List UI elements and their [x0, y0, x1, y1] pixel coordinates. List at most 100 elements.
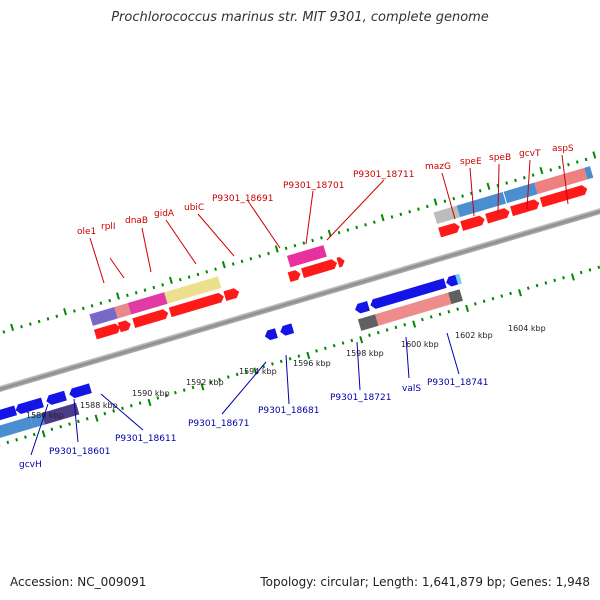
- gene-label[interactable]: P9301_18701: [283, 181, 344, 191]
- minor-tick: [342, 341, 345, 344]
- major-tick: [359, 336, 363, 343]
- minor-tick: [461, 194, 464, 197]
- cds-arrow[interactable]: [438, 222, 461, 238]
- gene-label[interactable]: aspS: [552, 144, 574, 154]
- major-tick: [465, 305, 469, 312]
- gene-label[interactable]: P9301_18721: [330, 393, 391, 403]
- feature-box[interactable]: [0, 416, 33, 440]
- minor-tick: [527, 286, 530, 289]
- major-tick: [63, 308, 67, 315]
- minor-tick: [333, 344, 336, 347]
- minor-tick: [514, 179, 517, 182]
- kbp-label: 1604 kbp: [508, 324, 546, 333]
- gene-label[interactable]: gcvH: [19, 460, 42, 470]
- minor-tick: [227, 375, 230, 378]
- cds-arrow[interactable]: [354, 301, 370, 315]
- top-ruler: [0, 149, 600, 347]
- gene-label[interactable]: valS: [402, 384, 421, 394]
- minor-tick: [505, 181, 508, 184]
- minor-tick: [545, 281, 548, 284]
- minor-tick: [86, 417, 89, 420]
- cds-arrow[interactable]: [460, 214, 486, 230]
- gene-label[interactable]: rplI: [101, 222, 116, 232]
- minor-tick: [444, 200, 447, 203]
- gene-label[interactable]: ole1: [77, 227, 96, 237]
- gene-label[interactable]: P9301_18671: [188, 419, 249, 429]
- minor-tick: [126, 294, 129, 297]
- minor-tick: [500, 294, 503, 297]
- minor-tick: [121, 407, 124, 410]
- minor-tick: [364, 223, 367, 226]
- cds-arrow[interactable]: [288, 269, 302, 282]
- minor-tick: [179, 278, 182, 281]
- gene-label[interactable]: P9301_18691: [212, 194, 273, 204]
- gene-label[interactable]: ubiC: [184, 203, 204, 213]
- kbp-label: 1596 kbp: [293, 359, 331, 368]
- minor-tick: [302, 241, 305, 244]
- minor-tick: [417, 207, 420, 210]
- cds-arrow[interactable]: [223, 287, 240, 301]
- minor-tick: [452, 197, 455, 200]
- gene-label[interactable]: P9301_18681: [258, 406, 319, 416]
- feature-box[interactable]: [89, 307, 117, 326]
- gene-label[interactable]: P9301_18741: [427, 378, 488, 388]
- cds-arrow[interactable]: [337, 256, 347, 268]
- minor-tick: [285, 247, 288, 250]
- minor-tick: [38, 320, 41, 323]
- minor-tick: [100, 301, 103, 304]
- cds-arrow[interactable]: [279, 323, 294, 336]
- minor-tick: [258, 254, 261, 257]
- major-tick: [222, 261, 226, 268]
- major-tick: [42, 430, 46, 437]
- minor-tick: [20, 325, 23, 328]
- gene-label[interactable]: P9301_18601: [49, 447, 110, 457]
- minor-tick: [386, 328, 389, 331]
- gene-label[interactable]: gcvT: [519, 149, 541, 159]
- gene-label[interactable]: mazG: [425, 162, 451, 172]
- minor-tick: [15, 438, 18, 441]
- feature-box[interactable]: [358, 314, 379, 331]
- minor-tick: [377, 331, 380, 334]
- gene-label[interactable]: speE: [460, 157, 482, 167]
- cds-arrow[interactable]: [263, 328, 277, 341]
- minor-tick: [576, 160, 579, 163]
- gene-label[interactable]: dnaB: [125, 216, 148, 226]
- cds-arrow[interactable]: [118, 319, 132, 332]
- major-tick: [116, 292, 120, 299]
- minor-tick: [399, 213, 402, 216]
- cds-arrow[interactable]: [68, 383, 92, 399]
- minor-tick: [483, 300, 486, 303]
- gene-label[interactable]: P9301_18611: [115, 434, 176, 444]
- cds-arrow[interactable]: [45, 391, 67, 406]
- major-tick: [412, 320, 416, 327]
- minor-tick: [532, 173, 535, 176]
- minor-tick: [421, 318, 424, 321]
- major-tick: [487, 183, 491, 190]
- minor-tick: [558, 166, 561, 169]
- minor-tick: [347, 228, 350, 231]
- minor-tick: [2, 330, 5, 333]
- minor-tick: [241, 260, 244, 263]
- minor-tick: [144, 288, 147, 291]
- gene-label[interactable]: P9301_18711: [353, 170, 414, 180]
- minor-tick: [549, 168, 552, 171]
- minor-tick: [55, 315, 58, 318]
- minor-tick: [315, 349, 318, 352]
- gene-label[interactable]: gidA: [154, 209, 175, 219]
- minor-tick: [430, 315, 433, 318]
- minor-tick: [509, 292, 512, 295]
- kbp-label: 1602 kbp: [455, 331, 493, 340]
- minor-tick: [408, 210, 411, 213]
- major-tick: [539, 167, 543, 174]
- minor-tick: [232, 262, 235, 265]
- minor-tick: [161, 283, 164, 286]
- minor-tick: [280, 360, 283, 363]
- feature-box[interactable]: [434, 206, 460, 224]
- minor-tick: [267, 252, 270, 255]
- minor-tick: [183, 388, 186, 391]
- major-tick: [434, 198, 438, 205]
- gene-label[interactable]: speB: [489, 153, 511, 163]
- major-tick: [275, 245, 279, 252]
- minor-tick: [439, 313, 442, 316]
- cds-arrow[interactable]: [94, 322, 122, 339]
